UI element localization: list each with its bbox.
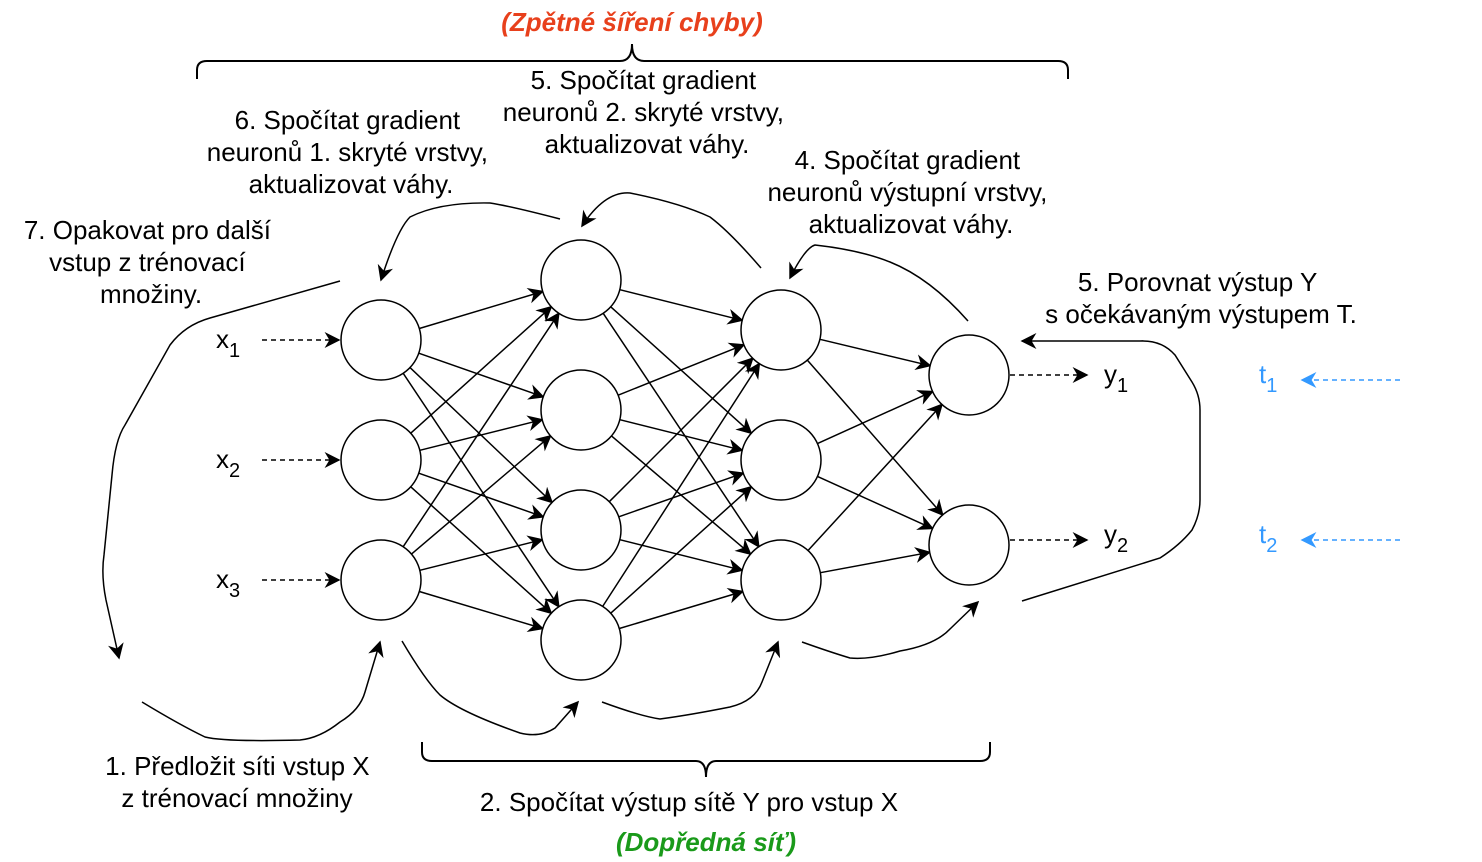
neuron-hidden2-2 xyxy=(740,419,822,501)
input-label-x2: x2 xyxy=(216,444,240,482)
edge-input2-hidden11 xyxy=(410,305,553,434)
backprop-title: (Zpětné šíření chyby) xyxy=(501,7,763,37)
edge-hidden12-hidden21 xyxy=(617,342,746,396)
edge-hidden23-output1 xyxy=(807,403,944,552)
step2-text: 2. Spočítat výstup sítě Y pro vstup X xyxy=(480,787,898,817)
edge-input1-hidden11 xyxy=(419,287,545,330)
edge-hidden21-output1 xyxy=(819,338,932,371)
step5-gradient-text: 5. Spočítat gradient neuronů 2. skryté v… xyxy=(503,65,792,159)
neuron-input-1 xyxy=(340,299,422,381)
neuron-hidden1-3 xyxy=(540,489,622,571)
neuron-hidden2-1 xyxy=(740,289,822,371)
neuron-hidden1-4 xyxy=(540,599,622,681)
output-arrows xyxy=(1010,367,1089,548)
edge-hidden21-output2 xyxy=(806,359,944,517)
step7-text: 7. Opakovat pro další vstup z trénovací … xyxy=(24,215,278,309)
neuron-hidden1-2 xyxy=(540,369,622,451)
output-label-y2: y2 xyxy=(1104,519,1128,557)
edge-input2-hidden14 xyxy=(410,486,553,615)
step1-text: 1. Předložit síti vstup X z trénovací mn… xyxy=(105,751,377,813)
input-arrows xyxy=(262,332,341,588)
edge-input2-hidden12 xyxy=(419,415,544,452)
input-label-x3: x3 xyxy=(216,564,240,602)
edge-input1-hidden14 xyxy=(402,372,560,609)
target-arrows xyxy=(1300,372,1400,548)
feedforward-title: (Dopředná síť) xyxy=(616,827,796,857)
edge-input3-hidden13 xyxy=(419,535,544,572)
neuron-hidden2-3 xyxy=(740,539,822,621)
edge-hidden23-output2 xyxy=(820,547,932,574)
neuron-input-3 xyxy=(340,539,422,621)
edge-input3-hidden12 xyxy=(410,434,552,555)
edge-hidden13-hidden23 xyxy=(619,538,744,575)
edge-hidden13-hidden22 xyxy=(618,470,745,518)
step4-text: 4. Spočítat gradient neuronů výstupní vr… xyxy=(767,145,1054,239)
neuron-hidden1-1 xyxy=(540,239,622,321)
edge-hidden14-hidden22 xyxy=(610,485,753,614)
neuron-output-2 xyxy=(928,504,1010,586)
edge-hidden22-output2 xyxy=(817,475,935,530)
neuron-input-2 xyxy=(340,419,422,501)
edge-hidden11-hidden21 xyxy=(619,288,744,325)
target-label-t1: t1 xyxy=(1259,359,1277,397)
neurons xyxy=(340,239,1010,681)
edge-hidden13-hidden21 xyxy=(608,357,754,503)
step6-text: 6. Spočítat gradient neuronů 1. skryté v… xyxy=(207,105,496,199)
edge-input3-hidden14 xyxy=(419,590,545,633)
feedforward-brace xyxy=(421,742,991,778)
connection-edges xyxy=(402,287,944,633)
step-curves xyxy=(102,192,1201,742)
step5-compare-text: 5. Porovnat výstup Y s očekávaným výstup… xyxy=(1045,267,1357,329)
edge-input1-hidden12 xyxy=(418,352,545,400)
backprop-brace xyxy=(196,43,1069,79)
edge-hidden12-hidden22 xyxy=(619,418,744,455)
edge-hidden14-hidden23 xyxy=(619,587,745,630)
target-label-t2: t2 xyxy=(1259,519,1277,557)
edge-input3-hidden11 xyxy=(402,311,560,548)
edge-hidden14-hidden21 xyxy=(602,362,761,607)
neuron-output-1 xyxy=(928,334,1010,416)
output-label-y1: y1 xyxy=(1104,359,1128,397)
edge-hidden22-output1 xyxy=(817,390,935,445)
input-label-x1: x1 xyxy=(216,324,240,362)
